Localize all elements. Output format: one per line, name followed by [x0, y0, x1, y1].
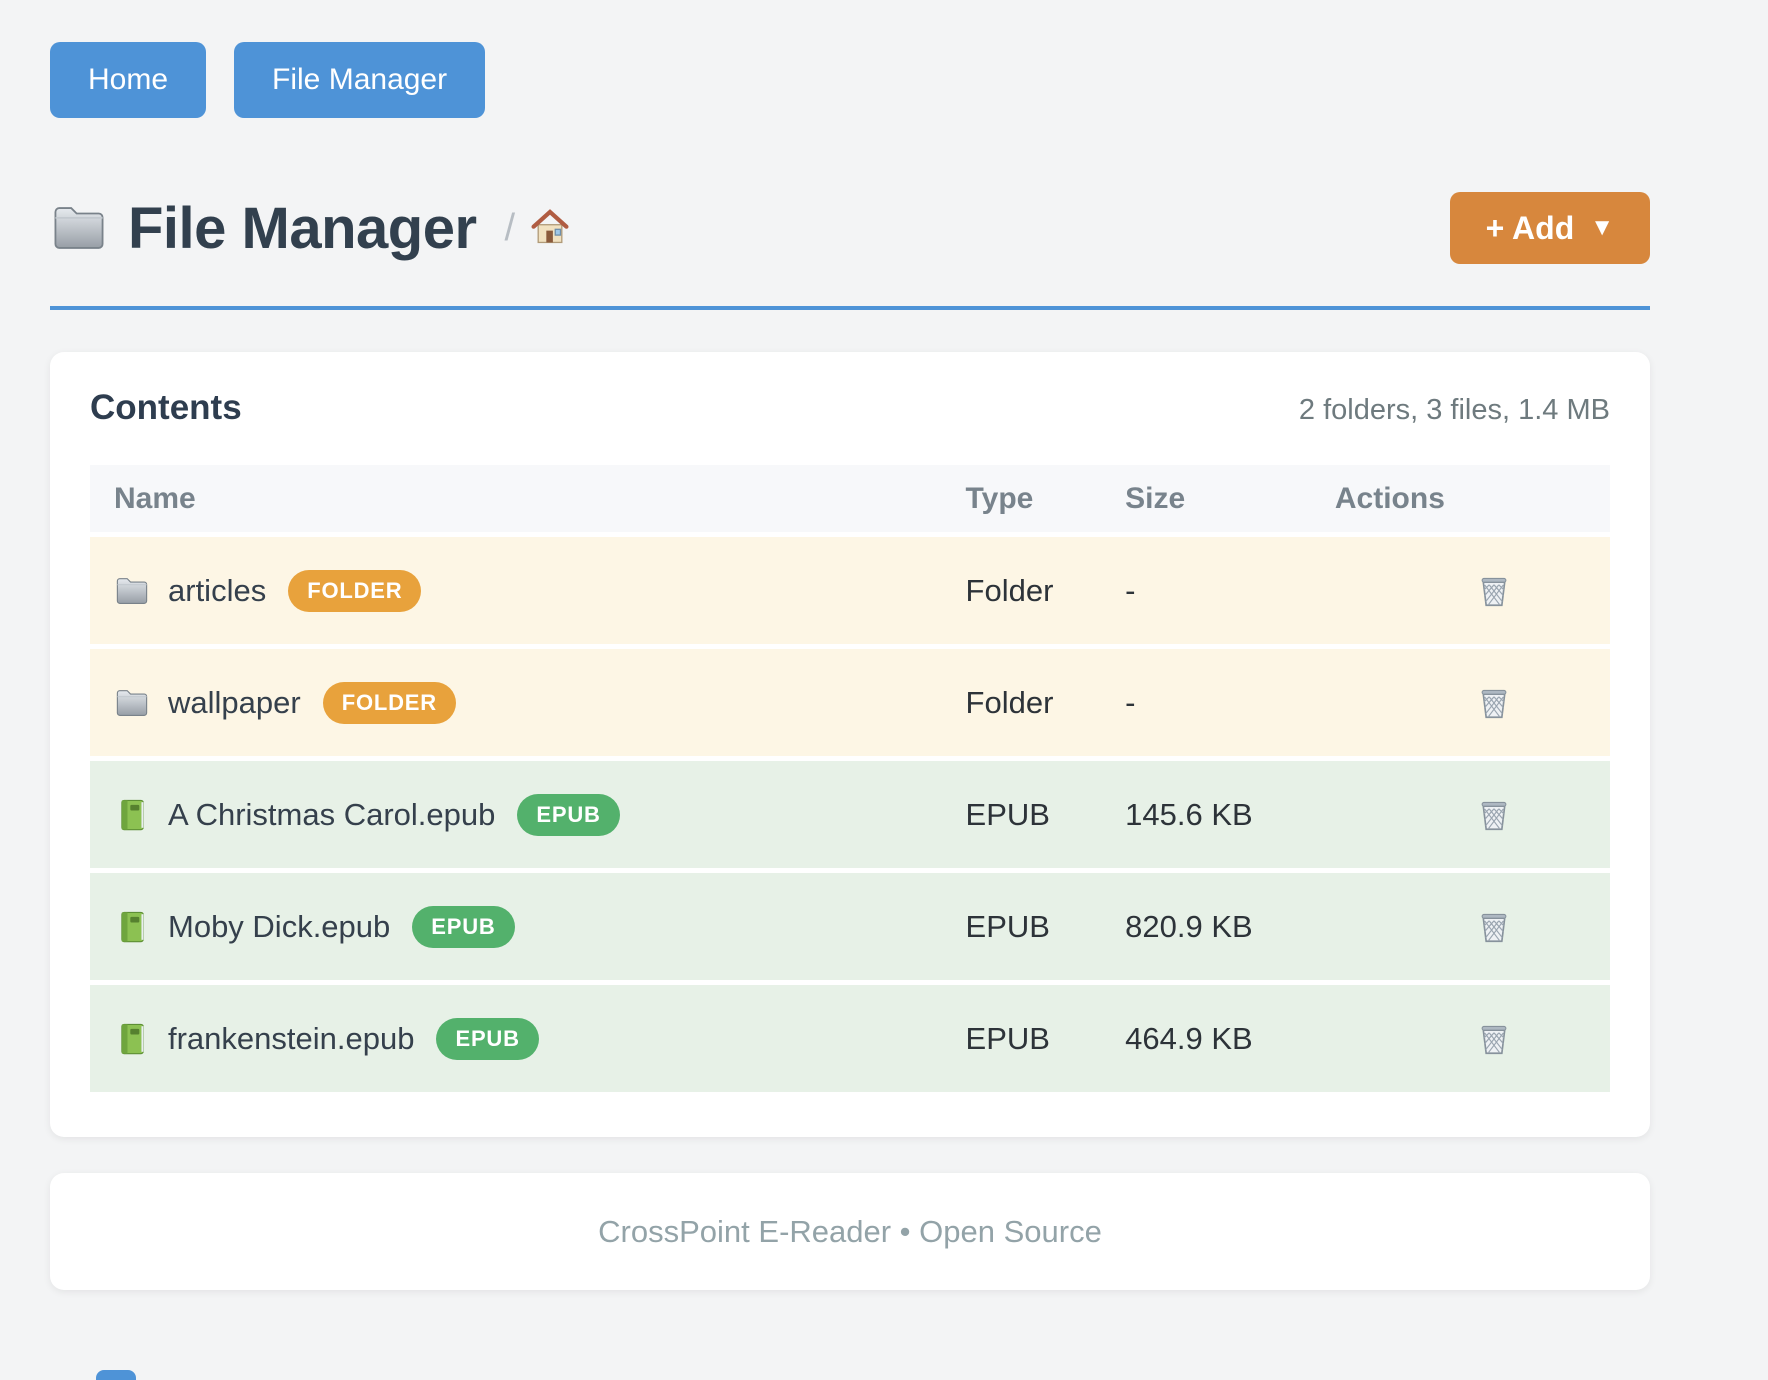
file-name-link[interactable]: wallpaper	[168, 684, 301, 720]
table-header-row: Name Type Size Actions	[90, 465, 1610, 532]
chevron-down-icon: ▼	[1590, 214, 1614, 241]
add-button-label: + Add	[1485, 209, 1575, 246]
file-size-cell: 464.9 KB	[1125, 985, 1335, 1092]
trash-icon	[1475, 796, 1513, 834]
book-icon	[114, 1021, 150, 1057]
column-header-name: Name	[90, 465, 966, 532]
delete-button[interactable]	[1475, 572, 1513, 610]
page-title: File Manager	[128, 195, 477, 261]
trash-icon	[1475, 684, 1513, 722]
file-size-cell: 145.6 KB	[1125, 761, 1335, 868]
trash-icon	[1475, 908, 1513, 946]
trash-icon	[1475, 572, 1513, 610]
page-header: File Manager / + Add ▼	[50, 192, 1650, 264]
delete-button[interactable]	[1475, 1020, 1513, 1058]
table-row[interactable]: articles FOLDER Folder -	[90, 537, 1610, 644]
file-size-cell: -	[1125, 649, 1335, 756]
nav-file-manager-button[interactable]: File Manager	[234, 42, 486, 118]
file-type-cell: EPUB	[965, 873, 1126, 980]
type-badge: EPUB	[436, 1017, 539, 1060]
home-icon[interactable]	[529, 207, 571, 249]
book-icon	[114, 797, 150, 833]
file-name-link[interactable]: Moby Dick.epub	[168, 908, 391, 944]
file-size-cell: -	[1125, 537, 1335, 644]
partially-visible-button[interactable]	[96, 1370, 136, 1380]
table-row[interactable]: frankenstein.epub EPUB EPUB 464.9 KB	[90, 985, 1610, 1092]
type-badge: FOLDER	[322, 681, 456, 724]
column-header-actions: Actions	[1334, 465, 1610, 532]
file-type-cell: EPUB	[965, 985, 1126, 1092]
type-badge: EPUB	[517, 793, 620, 836]
add-button[interactable]: + Add ▼	[1449, 192, 1650, 264]
table-row[interactable]: A Christmas Carol.epub EPUB EPUB 145.6 K…	[90, 761, 1610, 868]
column-header-size: Size	[1125, 465, 1335, 532]
book-icon	[114, 909, 150, 945]
folder-icon	[114, 573, 150, 609]
folder-icon	[50, 199, 108, 257]
delete-button[interactable]	[1475, 908, 1513, 946]
file-size-cell: 820.9 KB	[1125, 873, 1335, 980]
breadcrumb: /	[505, 207, 572, 250]
type-badge: EPUB	[412, 905, 515, 948]
trash-icon	[1475, 1020, 1513, 1058]
type-badge: FOLDER	[288, 569, 422, 612]
contents-card: Contents 2 folders, 3 files, 1.4 MB Name…	[50, 352, 1650, 1137]
file-name-link[interactable]: A Christmas Carol.epub	[168, 796, 496, 832]
delete-button[interactable]	[1475, 684, 1513, 722]
file-type-cell: EPUB	[965, 761, 1126, 868]
file-name-link[interactable]: articles	[168, 572, 267, 608]
contents-heading: Contents	[90, 388, 242, 427]
header-divider	[50, 306, 1650, 310]
file-type-cell: Folder	[965, 537, 1126, 644]
folder-icon	[114, 685, 150, 721]
nav-home-button[interactable]: Home	[50, 42, 207, 118]
file-type-cell: Folder	[965, 649, 1126, 756]
contents-summary: 2 folders, 3 files, 1.4 MB	[1298, 394, 1610, 426]
column-header-type: Type	[965, 465, 1126, 532]
footer-card: CrossPoint E-Reader • Open Source	[50, 1173, 1650, 1290]
file-name-link[interactable]: frankenstein.epub	[168, 1020, 415, 1056]
delete-button[interactable]	[1475, 796, 1513, 834]
breadcrumb-separator: /	[504, 206, 516, 249]
file-table: Name Type Size Actions articles FOLDER F…	[90, 460, 1610, 1097]
table-row[interactable]: wallpaper FOLDER Folder -	[90, 649, 1610, 756]
top-nav: Home File Manager	[50, 0, 1650, 118]
footer-text: CrossPoint E-Reader • Open Source	[598, 1213, 1102, 1249]
table-row[interactable]: Moby Dick.epub EPUB EPUB 820.9 KB	[90, 873, 1610, 980]
